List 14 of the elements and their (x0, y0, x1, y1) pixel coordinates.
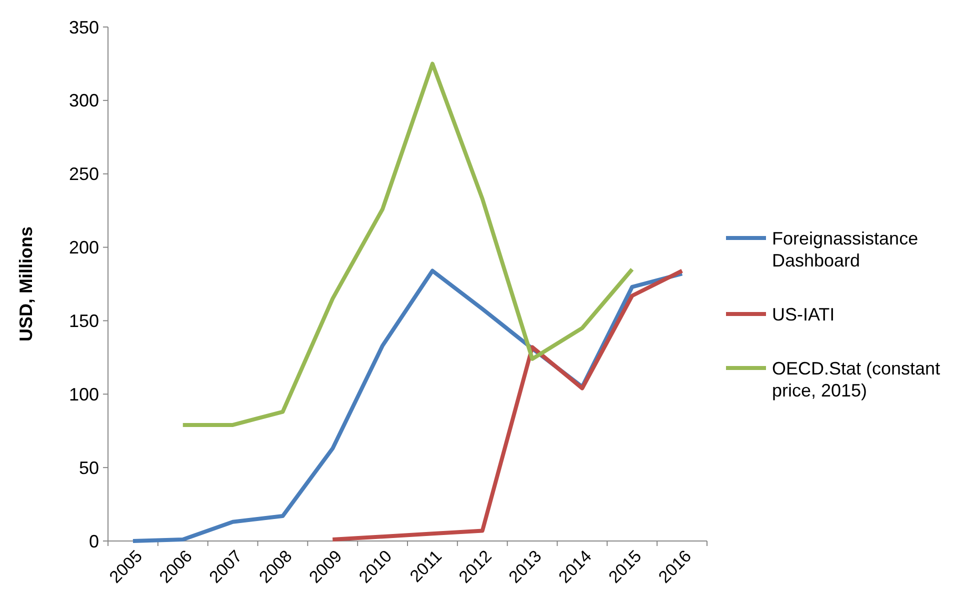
y-tick-label: 100 (68, 384, 99, 404)
legend-label: Foreignassistance Dashboard (772, 228, 918, 270)
y-tick-label: 0 (88, 531, 99, 552)
y-tick-label: 350 (68, 17, 99, 38)
y-tick-label: 50 (78, 458, 99, 478)
line-series (330, 268, 684, 542)
y-tick-label: 200 (68, 238, 99, 258)
legend-label: US-IATI (772, 304, 835, 324)
y-tick-label: 150 (68, 311, 99, 332)
legend-label: OECD.Stat (constant price, 2015) (772, 358, 940, 400)
y-tick-label: 250 (68, 164, 99, 184)
y-axis-title: USD, Millions (16, 226, 36, 342)
y-tick-label: 300 (68, 90, 99, 111)
line-series (180, 62, 634, 427)
